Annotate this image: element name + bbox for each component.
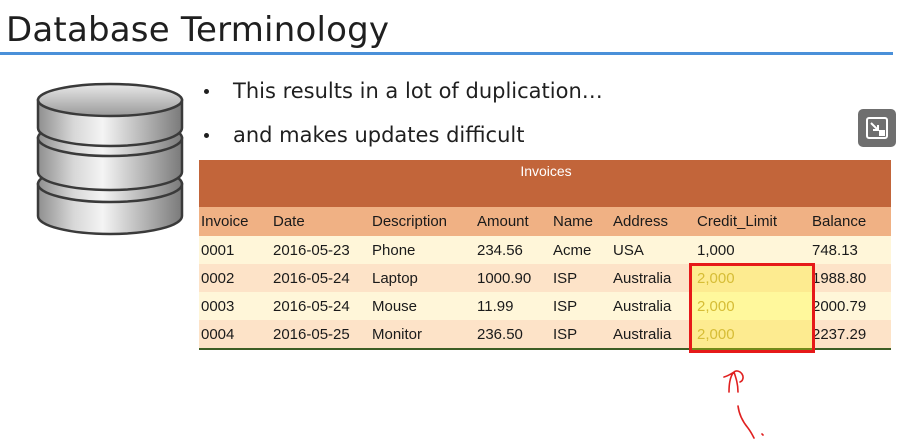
table-cell: 234.56 <box>475 236 551 264</box>
table-row: 0002 2016-05-24 Laptop 1000.90 ISP Austr… <box>199 264 891 292</box>
table-cell: Australia <box>611 320 695 349</box>
slide-title: Database Terminology <box>6 10 390 50</box>
table-cell: Australia <box>611 292 695 320</box>
table-cell: 1,000 <box>695 236 810 264</box>
column-header: Description <box>370 207 475 236</box>
table-row: 0003 2016-05-24 Mouse 11.99 ISP Australi… <box>199 292 891 320</box>
table-cell: ISP <box>551 292 611 320</box>
table-cell: Australia <box>611 264 695 292</box>
database-icon <box>32 80 188 240</box>
bullet-dot <box>204 89 209 94</box>
table-cell: Acme <box>551 236 611 264</box>
table-cell: 2016-05-25 <box>271 320 370 349</box>
expand-icon <box>866 117 888 139</box>
table-cell: 0002 <box>199 264 271 292</box>
column-header: Amount <box>475 207 551 236</box>
bullet-text: and makes updates difficult <box>233 123 525 147</box>
table-cell: 2016-05-24 <box>271 292 370 320</box>
table-cell: ISP <box>551 320 611 349</box>
table-cell: 1988.80 <box>810 264 891 292</box>
title-underline <box>0 52 893 55</box>
table-cell: 2237.29 <box>810 320 891 349</box>
table-cell: Laptop <box>370 264 475 292</box>
table-cell: ISP <box>551 264 611 292</box>
table-caption: Invoices <box>199 160 891 207</box>
bullet-dot <box>204 133 209 138</box>
bullet-list: This results in a lot of duplication… an… <box>200 76 603 164</box>
bullet-text: This results in a lot of duplication… <box>233 79 603 103</box>
table-cell: 0001 <box>199 236 271 264</box>
column-header: Balance <box>810 207 891 236</box>
credit-limit-cell-highlighted: 2,000 <box>695 264 810 292</box>
credit-limit-cell-highlighted: 2,000 <box>695 320 810 349</box>
table-cell: 2016-05-23 <box>271 236 370 264</box>
table-row: 0004 2016-05-25 Monitor 236.50 ISP Austr… <box>199 320 891 349</box>
table-cell: 2016-05-24 <box>271 264 370 292</box>
expand-button[interactable] <box>858 109 896 147</box>
table-cell: 748.13 <box>810 236 891 264</box>
table-cell: 1000.90 <box>475 264 551 292</box>
table-cell: 236.50 <box>475 320 551 349</box>
bullet-item: This results in a lot of duplication… <box>200 76 603 120</box>
arrow-annotation-icon <box>716 362 776 439</box>
bullet-item: and makes updates difficult <box>200 120 603 164</box>
credit-limit-cell-highlighted: 2,000 <box>695 292 810 320</box>
table-cell: 0004 <box>199 320 271 349</box>
column-header: Credit_Limit <box>695 207 810 236</box>
table-cell: USA <box>611 236 695 264</box>
table-header-row: Invoice Date Description Amount Name Add… <box>199 207 891 236</box>
column-header: Date <box>271 207 370 236</box>
table-cell: Mouse <box>370 292 475 320</box>
table-cell: Monitor <box>370 320 475 349</box>
table-cell: 11.99 <box>475 292 551 320</box>
column-header: Name <box>551 207 611 236</box>
column-header: Invoice <box>199 207 271 236</box>
invoices-table: Invoices Invoice Date Description Amount… <box>199 160 891 350</box>
table-cell: 0003 <box>199 292 271 320</box>
table-cell: Phone <box>370 236 475 264</box>
table-row: 0001 2016-05-23 Phone 234.56 Acme USA 1,… <box>199 236 891 264</box>
column-header: Address <box>611 207 695 236</box>
table-cell: 2000.79 <box>810 292 891 320</box>
